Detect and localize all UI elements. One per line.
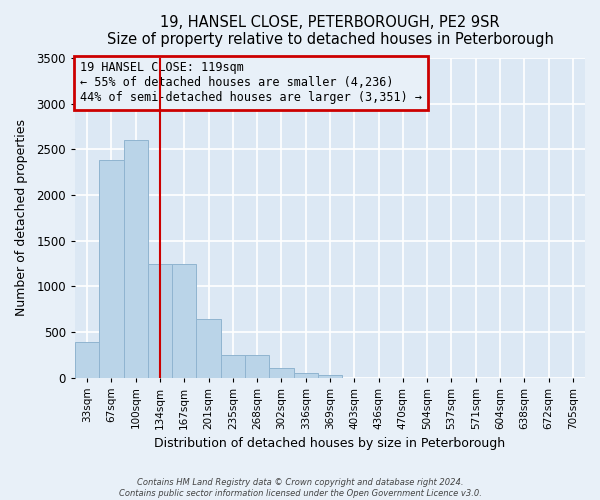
Bar bbox=[221, 354, 245, 378]
Bar bbox=[148, 264, 172, 378]
Bar bbox=[75, 342, 99, 378]
X-axis label: Distribution of detached houses by size in Peterborough: Distribution of detached houses by size … bbox=[154, 437, 506, 450]
Bar bbox=[318, 375, 342, 378]
Bar bbox=[269, 368, 293, 378]
Bar bbox=[99, 160, 124, 378]
Bar bbox=[124, 140, 148, 378]
Bar bbox=[196, 319, 221, 378]
Bar bbox=[293, 373, 318, 378]
Y-axis label: Number of detached properties: Number of detached properties bbox=[15, 120, 28, 316]
Text: Contains HM Land Registry data © Crown copyright and database right 2024.
Contai: Contains HM Land Registry data © Crown c… bbox=[119, 478, 481, 498]
Bar bbox=[172, 264, 196, 378]
Text: 19 HANSEL CLOSE: 119sqm
← 55% of detached houses are smaller (4,236)
44% of semi: 19 HANSEL CLOSE: 119sqm ← 55% of detache… bbox=[80, 62, 422, 104]
Bar bbox=[245, 354, 269, 378]
Title: 19, HANSEL CLOSE, PETERBOROUGH, PE2 9SR
Size of property relative to detached ho: 19, HANSEL CLOSE, PETERBOROUGH, PE2 9SR … bbox=[107, 15, 553, 48]
